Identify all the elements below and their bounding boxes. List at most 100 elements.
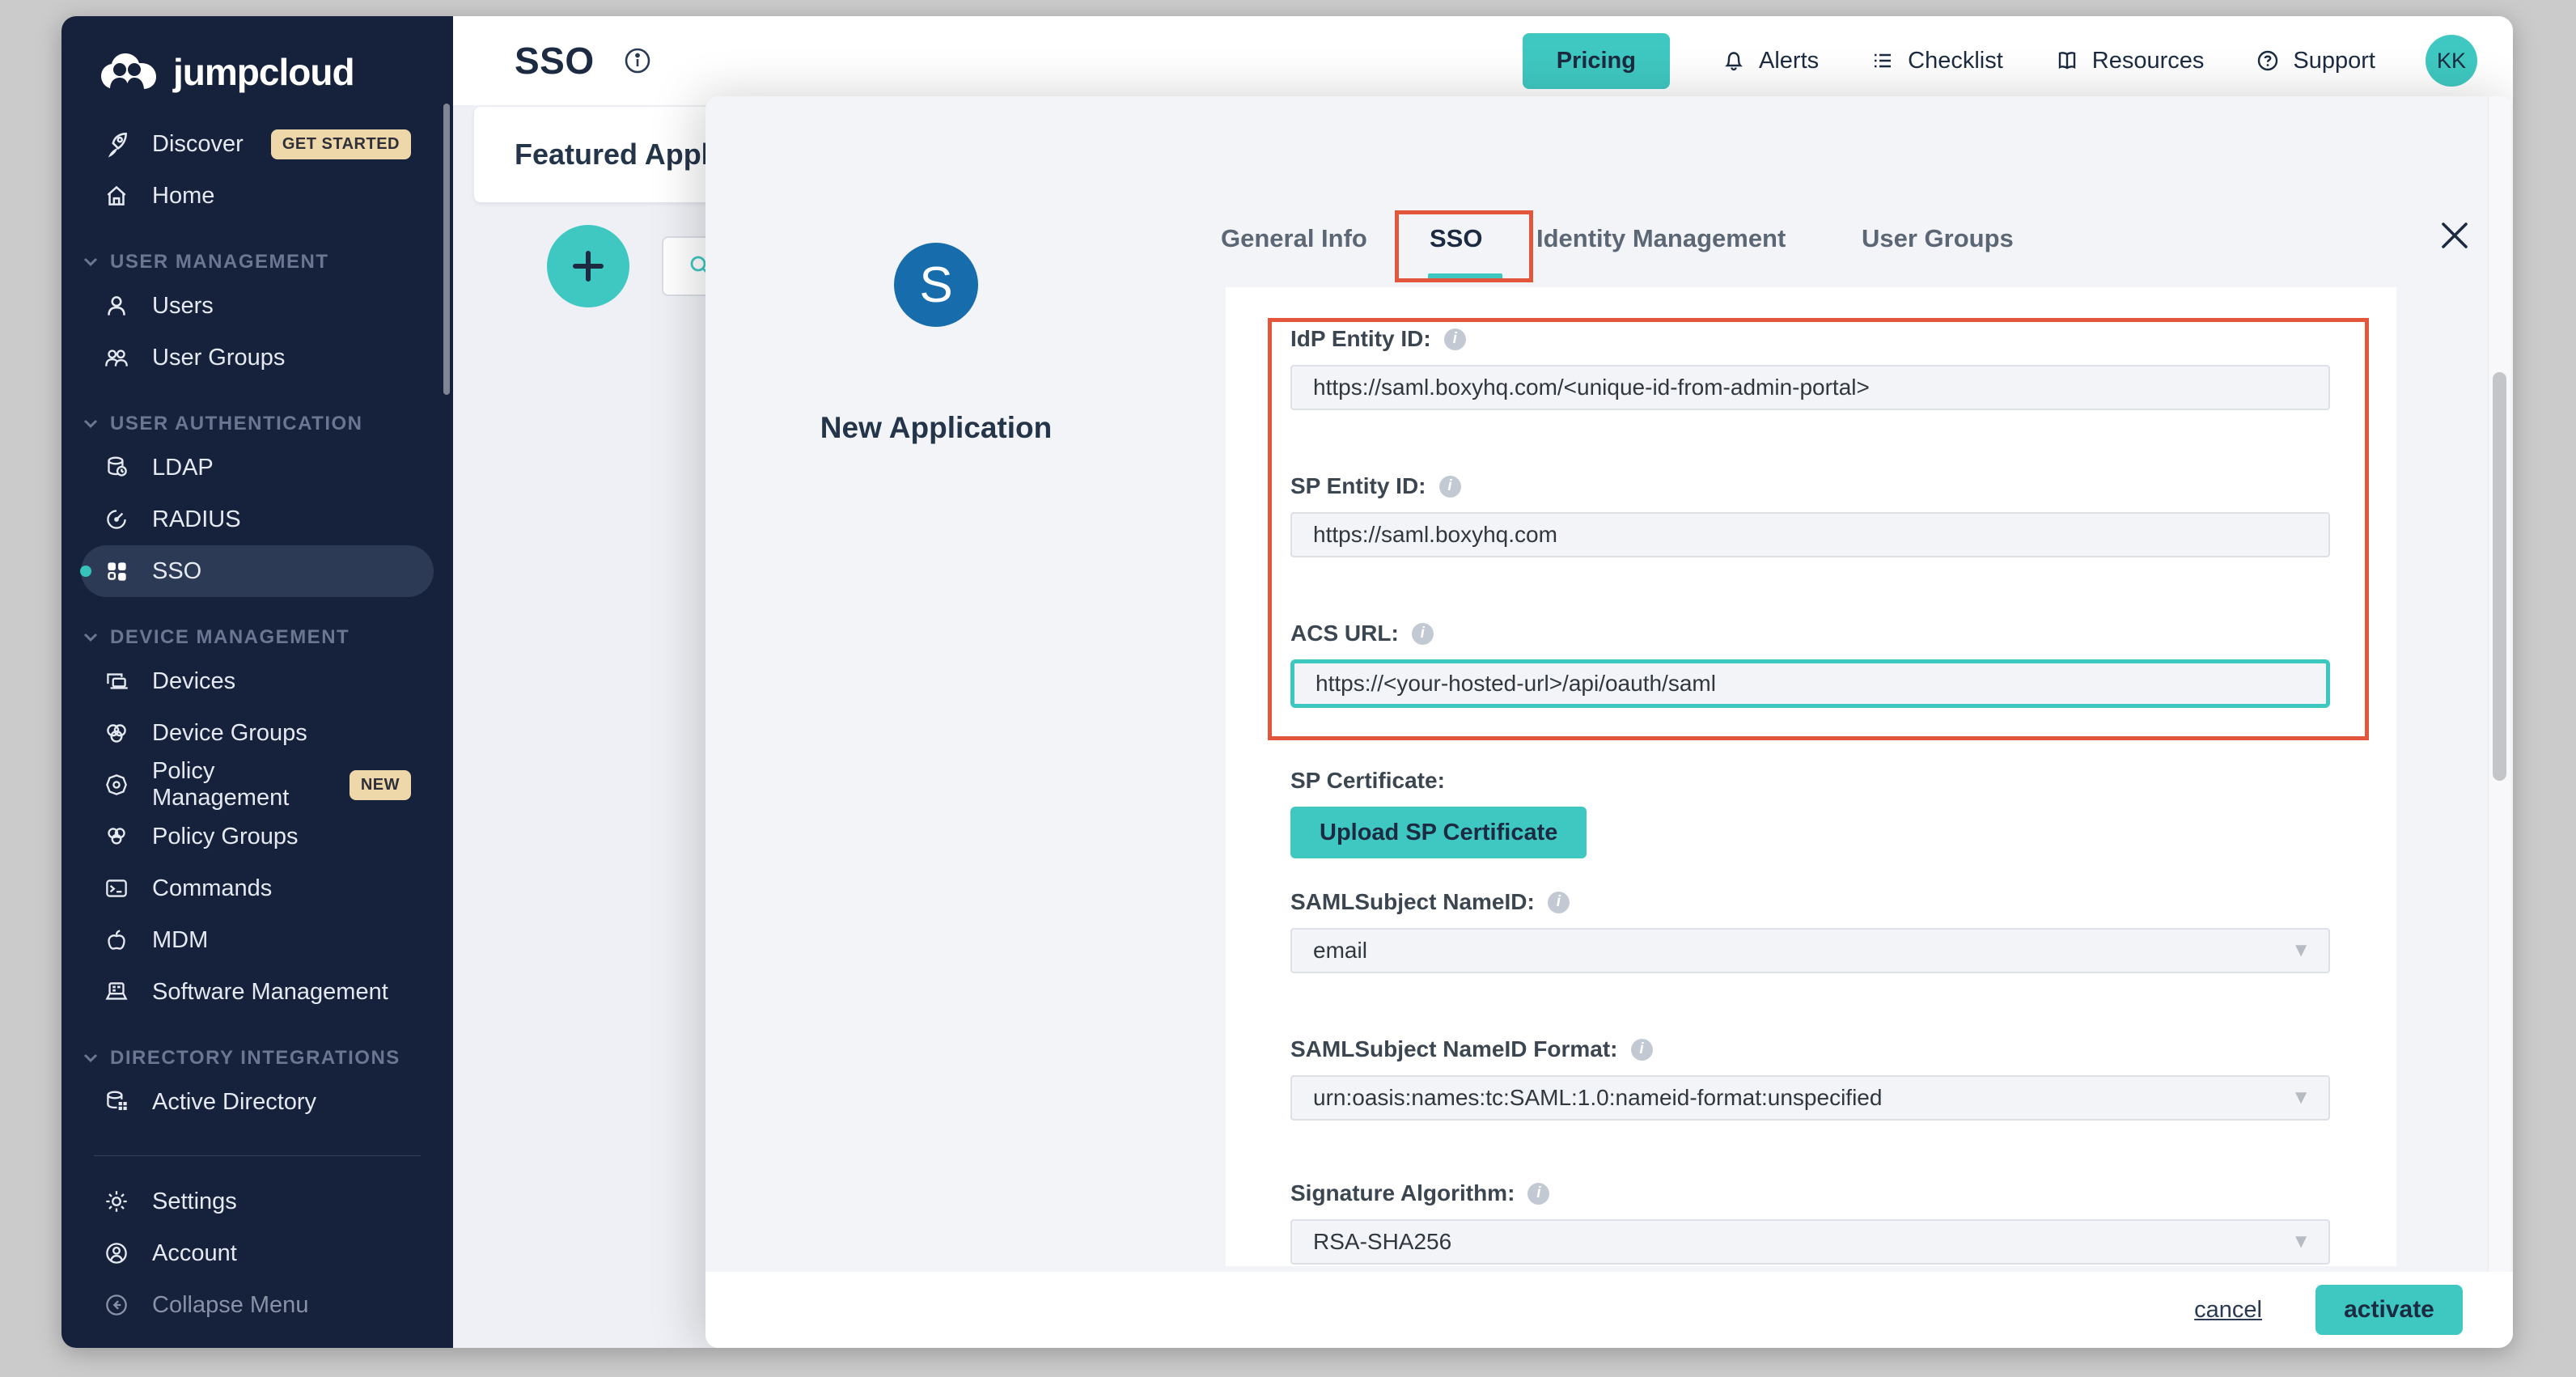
- checklist-button[interactable]: Checklist: [1869, 47, 2003, 74]
- activate-button[interactable]: activate: [2315, 1285, 2463, 1335]
- samlsubject-nameid-select[interactable]: email ▼: [1290, 928, 2330, 973]
- sso-tab-annotation-box: [1395, 210, 1533, 282]
- sidebar-section-user-authentication[interactable]: USER AUTHENTICATION: [81, 413, 434, 435]
- idp-entity-id-group: IdP Entity ID:: [1290, 326, 2330, 410]
- idp-entity-id-label: IdP Entity ID:: [1290, 326, 1431, 351]
- active-tab-underline: [1428, 273, 1502, 280]
- info-icon[interactable]: [1438, 475, 1461, 498]
- sidebar-item-label: Account: [152, 1239, 237, 1266]
- upload-sp-certificate-button[interactable]: Upload SP Certificate: [1290, 807, 1587, 858]
- alerts-button[interactable]: Alerts: [1720, 47, 1819, 74]
- sidebar-item-commands[interactable]: Commands: [81, 862, 434, 914]
- info-icon[interactable]: [1527, 1182, 1550, 1205]
- sidebar-item-label: MDM: [152, 926, 209, 953]
- sidebar-section-device-management[interactable]: DEVICE MANAGEMENT: [81, 626, 434, 649]
- new-application-modal: S New Application General Info SSO Ident…: [705, 96, 2513, 1348]
- saml-fields-annotation-box: [1268, 318, 2369, 740]
- sidebar-item-devices[interactable]: Devices: [81, 655, 434, 707]
- sidebar-item-collapse-menu[interactable]: Collapse Menu: [81, 1279, 434, 1331]
- samlsubject-nameid-format-select[interactable]: urn:oasis:names:tc:SAML:1.0:nameid-forma…: [1290, 1075, 2330, 1121]
- add-application-button[interactable]: [547, 225, 629, 307]
- pricing-button[interactable]: Pricing: [1522, 32, 1670, 89]
- ldap-icon: [108, 456, 127, 477]
- get-started-badge: GET STARTED: [270, 129, 411, 159]
- checklist-icon: [1875, 53, 1892, 68]
- sidebar-scrollbar[interactable]: [443, 104, 450, 395]
- sidebar-item-mdm[interactable]: MDM: [81, 914, 434, 966]
- sidebar-item-label: Commands: [152, 875, 273, 901]
- tab-general-info[interactable]: General Info: [1221, 224, 1367, 252]
- sidebar-item-discover[interactable]: Discover GET STARTED: [81, 118, 434, 170]
- sso-grid-icon: [108, 562, 126, 581]
- signature-algorithm-select[interactable]: RSA-SHA256 ▼: [1290, 1219, 2330, 1265]
- sidebar-item-account[interactable]: Account: [81, 1227, 434, 1279]
- sidebar-item-label: Active Directory: [152, 1088, 317, 1115]
- page-title: SSO: [515, 40, 595, 82]
- acs-url-label: ACS URL:: [1290, 621, 1399, 646]
- resources-button[interactable]: Resources: [2053, 47, 2204, 74]
- jumpcloud-wordmark: jumpcloud: [173, 51, 355, 93]
- sidebar-item-label: SSO: [152, 557, 202, 584]
- user-groups-icon: [105, 350, 128, 366]
- chevron-down-icon: [83, 419, 98, 429]
- mdm-apple-icon: [108, 930, 125, 950]
- modal-scrollbar-track[interactable]: [2488, 96, 2510, 1272]
- sidebar-item-settings[interactable]: Settings: [81, 1176, 434, 1227]
- samlsubject-nameid-format-label: SAMLSubject NameID Format:: [1290, 1036, 1618, 1061]
- sidebar-item-label: Collapse Menu: [152, 1291, 309, 1318]
- sidebar-item-label: Users: [152, 292, 214, 319]
- sp-entity-id-group: SP Entity ID:: [1290, 473, 2330, 557]
- jumpcloud-logo[interactable]: jumpcloud: [61, 16, 453, 94]
- modal-footer: cancel activate: [705, 1272, 2513, 1348]
- active-directory-icon: [107, 1091, 127, 1111]
- select-arrow-icon: ▼: [2291, 1231, 2311, 1252]
- sidebar-item-radius[interactable]: RADIUS: [81, 494, 434, 545]
- sidebar-item-policy-management[interactable]: Policy Management NEW: [81, 758, 434, 811]
- tab-identity-management[interactable]: Identity Management: [1536, 224, 1786, 252]
- sidebar-item-sso[interactable]: SSO: [81, 545, 434, 597]
- tab-sso[interactable]: SSO: [1430, 224, 1483, 252]
- sidebar-nav: Discover GET STARTED Home USER MANAGEMEN…: [61, 118, 453, 1331]
- modal-scrollbar-thumb[interactable]: [2493, 372, 2506, 781]
- sidebar-item-device-groups[interactable]: Device Groups: [81, 707, 434, 759]
- home-icon: [107, 185, 126, 205]
- sp-entity-id-label: SP Entity ID:: [1290, 473, 1426, 498]
- info-icon[interactable]: [622, 45, 653, 76]
- sidebar-item-label: Settings: [152, 1188, 237, 1214]
- sidebar-item-policy-groups[interactable]: Policy Groups: [81, 811, 434, 862]
- application-avatar: S: [894, 243, 978, 327]
- info-icon[interactable]: [1630, 1038, 1653, 1061]
- topbar-actions: Pricing Alerts Checklist: [1522, 32, 2477, 89]
- support-button[interactable]: Support: [2254, 47, 2375, 74]
- sidebar-item-users[interactable]: Users: [81, 280, 434, 332]
- tab-user-groups[interactable]: User Groups: [1862, 224, 2014, 252]
- sidebar-item-user-groups[interactable]: User Groups: [81, 332, 434, 383]
- book-icon: [2058, 52, 2075, 70]
- application-name: New Application: [820, 411, 1053, 444]
- sidebar-item-home[interactable]: Home: [81, 170, 434, 222]
- sidebar-section-user-management[interactable]: USER MANAGEMENT: [81, 251, 434, 273]
- sp-certificate-label: SP Certificate:: [1290, 768, 1445, 793]
- samlsubject-nameid-label: SAMLSubject NameID:: [1290, 889, 1535, 914]
- rocket-icon: [108, 133, 127, 158]
- info-icon[interactable]: [1547, 891, 1570, 913]
- user-avatar[interactable]: KK: [2426, 35, 2477, 87]
- commands-icon: [106, 879, 127, 897]
- sidebar-item-software-management[interactable]: Software Management: [81, 966, 434, 1018]
- sidebar-item-ldap[interactable]: LDAP: [81, 442, 434, 494]
- info-icon[interactable]: [1443, 328, 1466, 350]
- sidebar-section-directory-integrations[interactable]: DIRECTORY INTEGRATIONS: [81, 1047, 434, 1070]
- sidebar-item-label: Software Management: [152, 978, 388, 1005]
- select-arrow-icon: ▼: [2291, 1087, 2311, 1108]
- cancel-link[interactable]: cancel: [2194, 1296, 2262, 1323]
- sp-entity-id-input[interactable]: [1290, 512, 2330, 557]
- acs-url-input[interactable]: [1290, 659, 2330, 708]
- info-icon[interactable]: [1411, 622, 1434, 645]
- sidebar-item-label: User Groups: [152, 344, 286, 371]
- question-circle-icon: [2258, 50, 2278, 71]
- sidebar-item-active-directory[interactable]: Active Directory: [81, 1076, 434, 1128]
- new-badge: NEW: [349, 769, 411, 800]
- samlsubject-nameid-format-group: SAMLSubject NameID Format: urn:oasis:nam…: [1290, 1036, 2330, 1121]
- idp-entity-id-input[interactable]: [1290, 365, 2330, 410]
- close-icon[interactable]: [2437, 218, 2472, 253]
